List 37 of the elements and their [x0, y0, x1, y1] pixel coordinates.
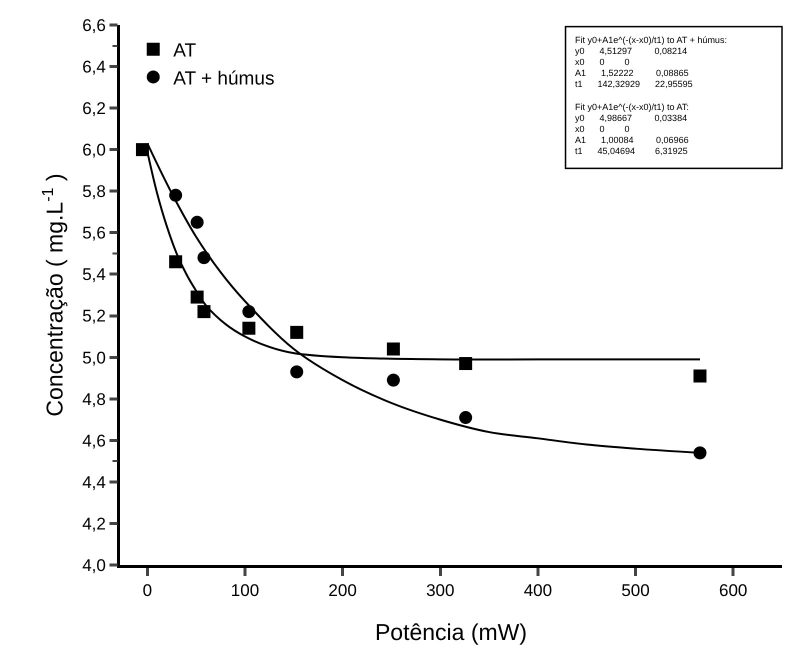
point	[693, 446, 706, 460]
y-tick-label: 6,6	[82, 16, 106, 35]
y-tick-label: 6,4	[82, 57, 106, 76]
legend-label: AT + húmus	[173, 68, 274, 90]
point	[290, 365, 304, 378]
x-tick-label: 400	[524, 581, 552, 600]
point	[459, 411, 472, 424]
y-tick-label: 5,0	[82, 348, 106, 368]
point	[190, 216, 204, 229]
point	[386, 342, 400, 356]
y-tick-label: 6,0	[82, 140, 106, 160]
point	[693, 370, 706, 382]
y-tick-label: 5,8	[82, 182, 106, 202]
x-tick-label: 500	[621, 581, 650, 600]
point	[242, 322, 256, 335]
y-tick-label: 5,2	[82, 306, 106, 326]
x-tick-label: 600	[718, 581, 748, 600]
point	[136, 143, 149, 156]
x-tick-label: 100	[230, 581, 260, 600]
x-tick-label: 0	[142, 581, 152, 600]
legend-label: AT	[173, 40, 197, 62]
y-tick-label: 4,8	[82, 390, 106, 409]
x-axis-title: Potência (mW)	[374, 619, 528, 645]
annotation: Fit y0+A1e^(-(x-x0)/t1) to AT + húmus: y0 4,51297 0,08214 x0 0 0 A1 1,52222 0,08865 t1 142,32929 22,95595	[575, 35, 727, 89]
x-tick-label: 300	[426, 581, 454, 600]
y-tick-label: 4,6	[82, 431, 106, 450]
y-tick-label: 5,6	[82, 224, 106, 243]
y-tick-label: 6,2	[82, 99, 106, 118]
point	[386, 374, 400, 387]
point	[197, 305, 210, 318]
x-tick-label: 200	[328, 581, 357, 600]
y-tick-label: 4,0	[82, 556, 106, 575]
annotation: Fit y0+A1e^(-(x-x0)/t1) to AT: y0 4,98667 0,03384 x0 0 0 A1 1,00084 0,06966 t1 45,04694 6,31925	[575, 102, 689, 156]
y-tick-label: 5,4	[82, 265, 106, 284]
y-tick-label: 4,2	[82, 514, 106, 534]
point	[290, 326, 304, 339]
y-tick-label: 4,4	[82, 472, 106, 492]
